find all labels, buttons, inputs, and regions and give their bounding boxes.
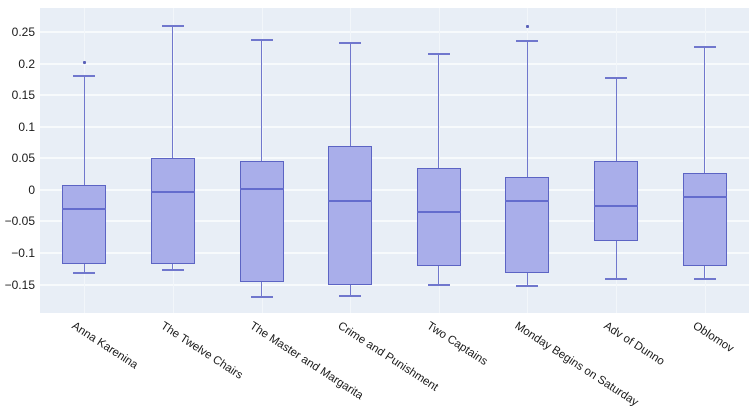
horizontal-gridline bbox=[40, 94, 749, 97]
lower-whisker-cap bbox=[250, 296, 273, 299]
horizontal-gridline bbox=[40, 30, 749, 33]
lower-whisker-cap bbox=[339, 294, 362, 297]
upper-whisker bbox=[349, 42, 351, 146]
lower-whisker-cap bbox=[605, 277, 628, 280]
vertical-gridline bbox=[616, 8, 618, 313]
upper-whisker bbox=[704, 47, 706, 173]
x-tick-label: Two Captains bbox=[424, 320, 490, 369]
upper-whisker-cap bbox=[605, 77, 628, 80]
upper-whisker-cap bbox=[73, 75, 96, 78]
upper-whisker bbox=[261, 40, 263, 162]
outlier-point bbox=[82, 61, 86, 65]
y-tick-label: 0.15 bbox=[11, 88, 35, 103]
upper-whisker-cap bbox=[693, 46, 716, 49]
horizontal-gridline bbox=[40, 62, 749, 65]
lower-whisker-cap bbox=[161, 269, 184, 272]
y-tick-label: 0.2 bbox=[18, 56, 35, 71]
median-line bbox=[505, 199, 550, 202]
vertical-gridline bbox=[84, 8, 86, 313]
horizontal-gridline bbox=[40, 220, 749, 223]
y-tick-label: −0.1 bbox=[11, 246, 35, 260]
box-plot-box bbox=[594, 160, 639, 241]
upper-whisker-cap bbox=[161, 24, 184, 27]
vertical-gridline bbox=[704, 8, 706, 313]
median-line bbox=[594, 205, 639, 208]
lower-whisker-cap bbox=[693, 277, 716, 280]
outlier-point bbox=[525, 24, 529, 28]
lower-whisker-cap bbox=[73, 272, 96, 275]
y-tick-label: 0.1 bbox=[18, 119, 35, 134]
vertical-gridline bbox=[438, 8, 440, 313]
median-line bbox=[328, 199, 373, 202]
lower-whisker bbox=[349, 284, 351, 296]
horizontal-gridline bbox=[40, 125, 749, 128]
lower-whisker bbox=[526, 273, 528, 287]
lower-whisker-cap bbox=[516, 285, 539, 288]
upper-whisker-cap bbox=[427, 53, 450, 56]
x-tick-label: Anna Karenina bbox=[69, 320, 141, 372]
x-tick-label: The Twelve Chairs bbox=[158, 320, 245, 382]
box-plot-box bbox=[416, 168, 461, 266]
horizontal-gridline bbox=[40, 283, 749, 286]
horizontal-gridline bbox=[40, 252, 749, 254]
y-tick-label: −0.15 bbox=[4, 277, 35, 292]
upper-whisker bbox=[83, 76, 85, 186]
vertical-gridline bbox=[527, 8, 529, 313]
median-line bbox=[416, 210, 461, 213]
y-tick-label: 0.25 bbox=[11, 24, 35, 39]
lower-whisker bbox=[704, 266, 706, 279]
horizontal-gridline bbox=[40, 188, 749, 191]
lower-whisker bbox=[615, 241, 617, 279]
plot-area bbox=[40, 8, 749, 313]
median-line bbox=[239, 188, 284, 191]
upper-whisker-cap bbox=[339, 41, 362, 44]
lower-whisker bbox=[83, 263, 85, 274]
lower-whisker bbox=[261, 282, 263, 298]
box-plot-box bbox=[328, 145, 373, 285]
y-tick-label: −0.05 bbox=[4, 214, 35, 229]
lower-whisker-cap bbox=[427, 284, 450, 287]
box-plot-box bbox=[682, 172, 727, 267]
x-tick-label: Oblomov bbox=[690, 320, 736, 356]
upper-whisker bbox=[172, 25, 174, 158]
horizontal-gridline bbox=[40, 157, 749, 160]
box-plot-box bbox=[62, 185, 107, 264]
box-plot-box bbox=[239, 161, 284, 283]
median-line bbox=[150, 190, 195, 193]
lower-whisker bbox=[172, 263, 174, 271]
upper-whisker-cap bbox=[250, 39, 273, 42]
median-line bbox=[682, 196, 727, 199]
upper-whisker bbox=[438, 54, 440, 169]
box-plot-box bbox=[150, 157, 195, 264]
lower-whisker bbox=[438, 265, 440, 286]
x-tick-label: Adv of Dunno bbox=[601, 320, 667, 369]
upper-whisker-cap bbox=[516, 40, 539, 43]
vertical-gridline bbox=[261, 8, 263, 313]
upper-whisker bbox=[526, 41, 528, 177]
upper-whisker bbox=[615, 78, 617, 161]
box-plot-box bbox=[505, 176, 550, 274]
y-tick-label: 0 bbox=[28, 182, 35, 197]
median-line bbox=[62, 207, 107, 210]
y-tick-label: 0.05 bbox=[11, 151, 35, 166]
